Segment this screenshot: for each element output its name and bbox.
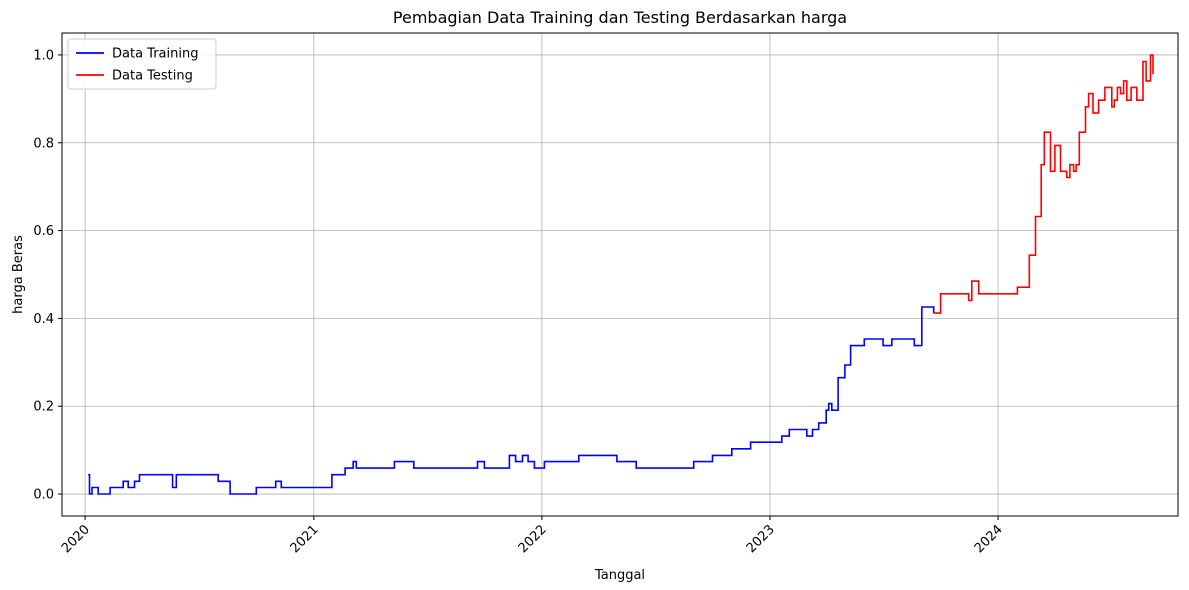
y-tick-label: 0.8: [33, 136, 54, 151]
y-axis-ticks: 0.0 0.2 0.4 0.6 0.8 1.0: [33, 48, 62, 503]
chart-title: Pembagian Data Training dan Testing Berd…: [393, 8, 847, 27]
legend-label: Data Training: [112, 47, 198, 62]
grid-lines: [62, 33, 1178, 516]
y-tick-label: 0.4: [33, 312, 54, 327]
y-axis-label: harga Beras: [11, 235, 26, 314]
y-tick-label: 0.0: [33, 488, 54, 503]
legend-label: Data Testing: [112, 69, 193, 84]
series-line-testing: [933, 54, 1154, 314]
y-tick-label: 1.0: [33, 48, 54, 63]
legend-box: [67, 38, 217, 90]
series-layer: [88, 54, 1154, 495]
x-axis-label: Tanggal: [594, 568, 645, 583]
y-tick-label: 0.6: [33, 224, 54, 239]
plot-frame: [61, 32, 1179, 517]
y-tick-label: 0.2: [33, 400, 54, 415]
legend: Data Training Data Testing: [67, 38, 217, 90]
series-line-training: [88, 306, 935, 495]
